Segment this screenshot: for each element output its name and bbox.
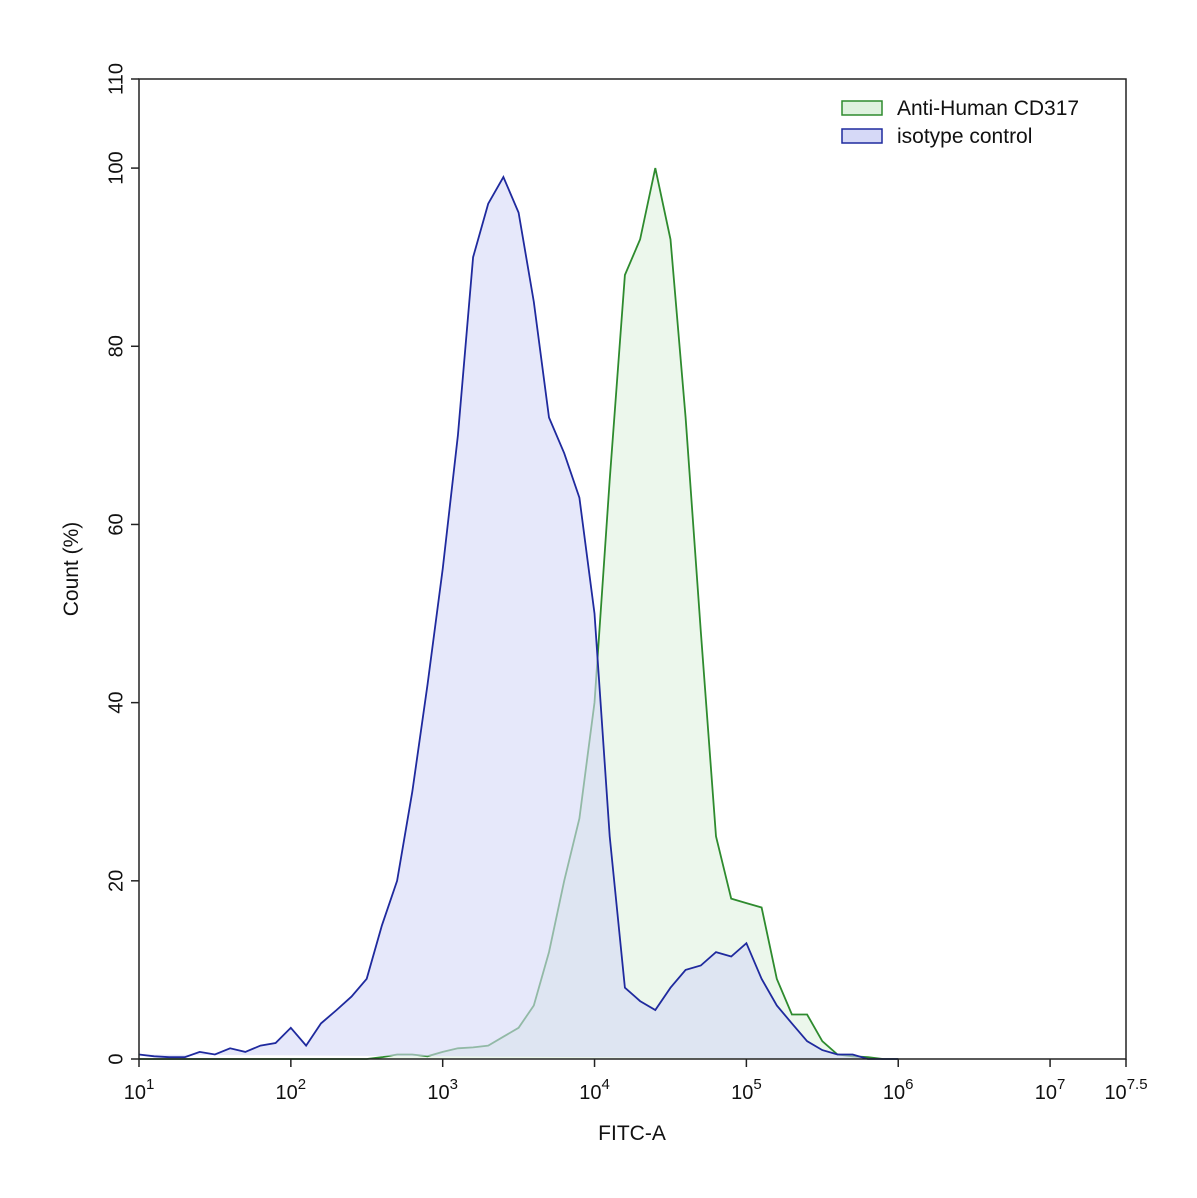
- y-tick-label: 20: [105, 870, 127, 892]
- x-tick-label: 103: [427, 1076, 458, 1104]
- x-tick-base: 10: [1104, 1082, 1126, 1104]
- x-tick-exponent: 7: [1057, 1076, 1065, 1093]
- x-tick-exponent: 6: [905, 1076, 913, 1093]
- x-tick-base: 10: [1035, 1082, 1057, 1104]
- x-tick-base: 10: [883, 1082, 905, 1104]
- x-tick-exponent: 1: [146, 1076, 154, 1093]
- x-tick-exponent: 2: [298, 1076, 306, 1093]
- y-tick-label: 40: [105, 692, 127, 714]
- x-tick-exponent: 5: [753, 1076, 761, 1093]
- y-axis-label: Count (%): [60, 522, 83, 617]
- x-tick-exponent: 3: [450, 1076, 458, 1093]
- plot-frame: [138, 78, 1127, 1060]
- x-tick-label: 107.5: [1104, 1076, 1147, 1104]
- x-tick-base: 10: [579, 1082, 601, 1104]
- y-tick-label: 0: [105, 1053, 127, 1064]
- y-tick-label: 110: [105, 63, 127, 95]
- x-tick-base: 10: [276, 1082, 298, 1104]
- legend-label: isotype control: [897, 125, 1032, 148]
- x-tick-base: 10: [124, 1082, 146, 1104]
- series-area: [138, 174, 899, 1060]
- x-tick-label: 107: [1035, 1076, 1066, 1104]
- x-tick-label: 106: [883, 1076, 914, 1104]
- legend-label: Anti-Human CD317: [897, 97, 1079, 120]
- x-tick-exponent: 4: [601, 1076, 609, 1093]
- x-tick-label: 102: [276, 1076, 307, 1104]
- legend-swatch: [841, 100, 883, 116]
- x-tick-label: 104: [579, 1076, 610, 1104]
- x-tick-base: 10: [731, 1082, 753, 1104]
- x-tick-exponent: 7.5: [1127, 1076, 1148, 1093]
- x-axis-label: FITC-A: [598, 1122, 666, 1145]
- legend-swatch: [841, 128, 883, 144]
- x-tick-label: 105: [731, 1076, 762, 1104]
- x-tick-base: 10: [427, 1082, 449, 1104]
- x-tick-label: 101: [124, 1076, 155, 1104]
- y-tick-label: 100: [105, 151, 127, 184]
- y-tick-label: 80: [105, 335, 127, 357]
- y-tick-label: 60: [105, 513, 127, 535]
